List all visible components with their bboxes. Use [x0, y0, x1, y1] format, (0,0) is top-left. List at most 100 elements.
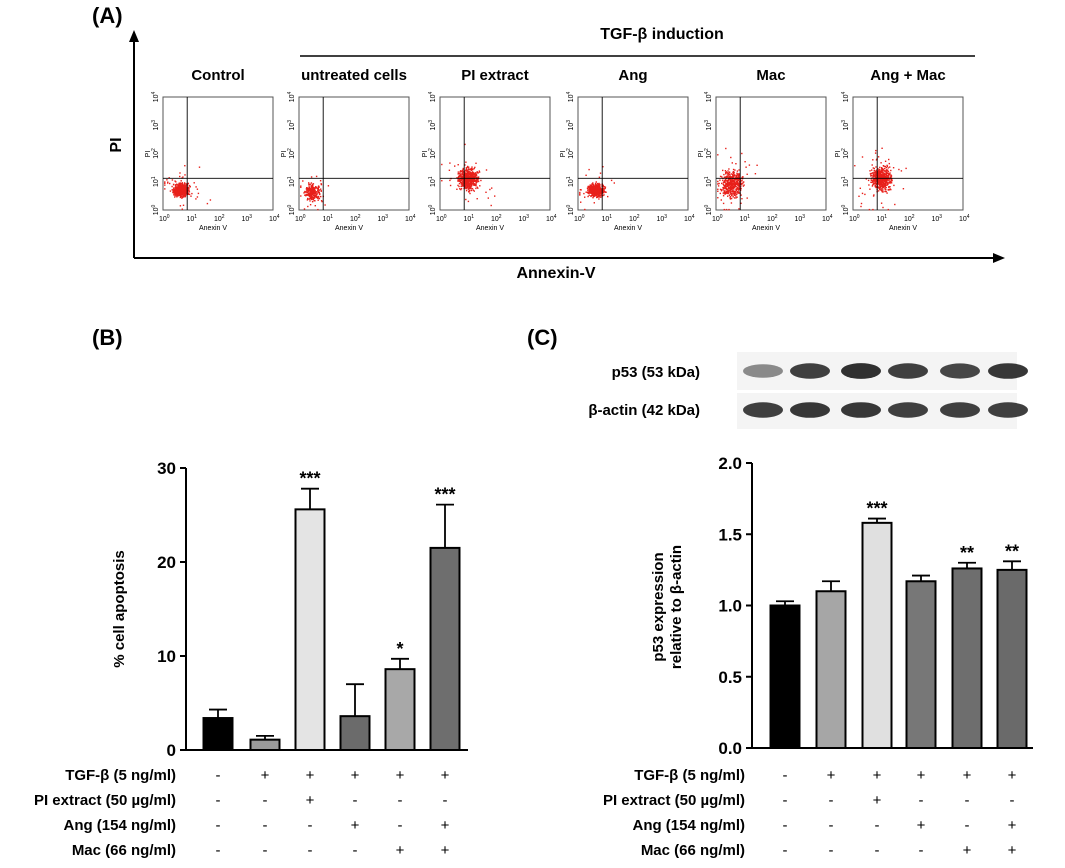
flow-dot [875, 178, 877, 180]
flow-dot [727, 190, 729, 192]
flow-x-label: Anexin V [199, 225, 227, 232]
treatment-mark: - [829, 792, 834, 809]
flow-dot [874, 181, 877, 183]
flow-y-tick: 104 [151, 91, 160, 102]
flow-dot [467, 166, 469, 168]
flow-dot [877, 185, 879, 188]
flow-dot [472, 184, 475, 186]
flow-dot [580, 201, 582, 203]
treatment-mark: - [1010, 792, 1015, 809]
significance-label: *** [866, 499, 887, 519]
flow-dot [187, 187, 190, 190]
flow-dot [602, 187, 604, 190]
flow-dot [589, 184, 591, 186]
flow-dot [477, 180, 479, 183]
treatment-mark: - [216, 842, 221, 859]
flow-dot [879, 181, 881, 183]
flow-dot [732, 186, 735, 189]
flow-dot [879, 184, 881, 186]
flow-dot [879, 186, 881, 188]
flow-dot [877, 156, 880, 158]
flow-dot [485, 191, 487, 193]
flow-dot [458, 180, 460, 182]
flow-dot [197, 192, 200, 195]
flow-dot [467, 174, 469, 176]
flow-dot [178, 183, 181, 185]
flow-dot [468, 190, 471, 192]
flow-dot [168, 177, 170, 179]
flow-dot [464, 184, 467, 187]
flow-dot [733, 191, 735, 194]
flow-dot [720, 189, 723, 191]
flow-dot [885, 176, 887, 178]
flow-dot [733, 180, 736, 183]
flow-dot [312, 183, 315, 185]
bar [384, 668, 416, 751]
flow-dot [603, 188, 606, 190]
flow-y-tick-exp: 0 [428, 204, 434, 207]
flow-dot [875, 159, 878, 161]
flow-dot [317, 197, 319, 199]
flow-y-tick-exp: 3 [704, 120, 710, 123]
flow-dot [879, 182, 881, 184]
flow-dot [726, 192, 728, 194]
flow-y-tick: 104 [287, 91, 296, 102]
flow-dot [327, 185, 330, 187]
flow-dot [179, 191, 181, 194]
flow-y-tick: 101 [287, 176, 296, 187]
flow-dot [315, 186, 317, 188]
flow-y-tick: 103 [566, 120, 575, 131]
treatment-mark: + [1008, 817, 1017, 834]
flow-x-tick-exp: 4 [413, 214, 416, 220]
flow-dot [882, 172, 884, 174]
flow-dot [878, 187, 880, 189]
flow-dot [308, 186, 311, 189]
flow-dot [885, 177, 887, 179]
flow-dot [888, 173, 890, 175]
flow-dot [746, 173, 748, 175]
flow-dot [875, 176, 878, 178]
flow-dot [596, 188, 598, 191]
treatment-mark: - [353, 842, 358, 859]
flow-dot [317, 189, 319, 191]
flow-dot [599, 187, 601, 189]
flow-dot [315, 191, 318, 193]
flow-dot [880, 162, 882, 164]
flow-dot [873, 169, 875, 172]
flow-dot [467, 182, 469, 184]
flow-dot [468, 166, 470, 168]
flow-dot [178, 191, 180, 193]
flow-dot [874, 180, 876, 183]
flow-dot [470, 180, 473, 182]
flow-dot [875, 174, 878, 176]
treatment-label: Ang (154 ng/ml) [63, 817, 176, 834]
flow-plot-frame [852, 96, 964, 211]
flow-dot [733, 188, 735, 190]
flow-dot [316, 187, 318, 190]
flow-dot [475, 177, 478, 179]
flow-dot [183, 191, 185, 193]
flow-dot [720, 190, 723, 192]
flow-dot [183, 184, 185, 187]
bar [996, 568, 1028, 749]
flow-dot [179, 172, 181, 174]
flow-dot [724, 187, 726, 189]
flow-dot [310, 185, 312, 187]
flow-dot [305, 195, 307, 197]
flow-dot [184, 191, 186, 193]
flow-plot-frame [162, 96, 274, 211]
flow-x-tick-exp: 1 [884, 214, 887, 220]
flow-dot [727, 170, 729, 172]
flow-dot [727, 173, 729, 176]
flow-dot [748, 164, 751, 166]
flow-dot [727, 188, 729, 191]
flow-dot [313, 195, 315, 197]
flow-dot [171, 189, 173, 191]
flow-dot [603, 186, 606, 188]
flow-dot [311, 189, 314, 192]
flow-y-tick-exp: 1 [841, 176, 847, 179]
flow-dot [604, 187, 606, 190]
flow-dot [731, 184, 733, 186]
flow-dot [885, 169, 888, 171]
treatment-table-c: TGF-β (5 ng/ml) - + + + + + PI extract (50 µg/m… [603, 767, 1017, 859]
